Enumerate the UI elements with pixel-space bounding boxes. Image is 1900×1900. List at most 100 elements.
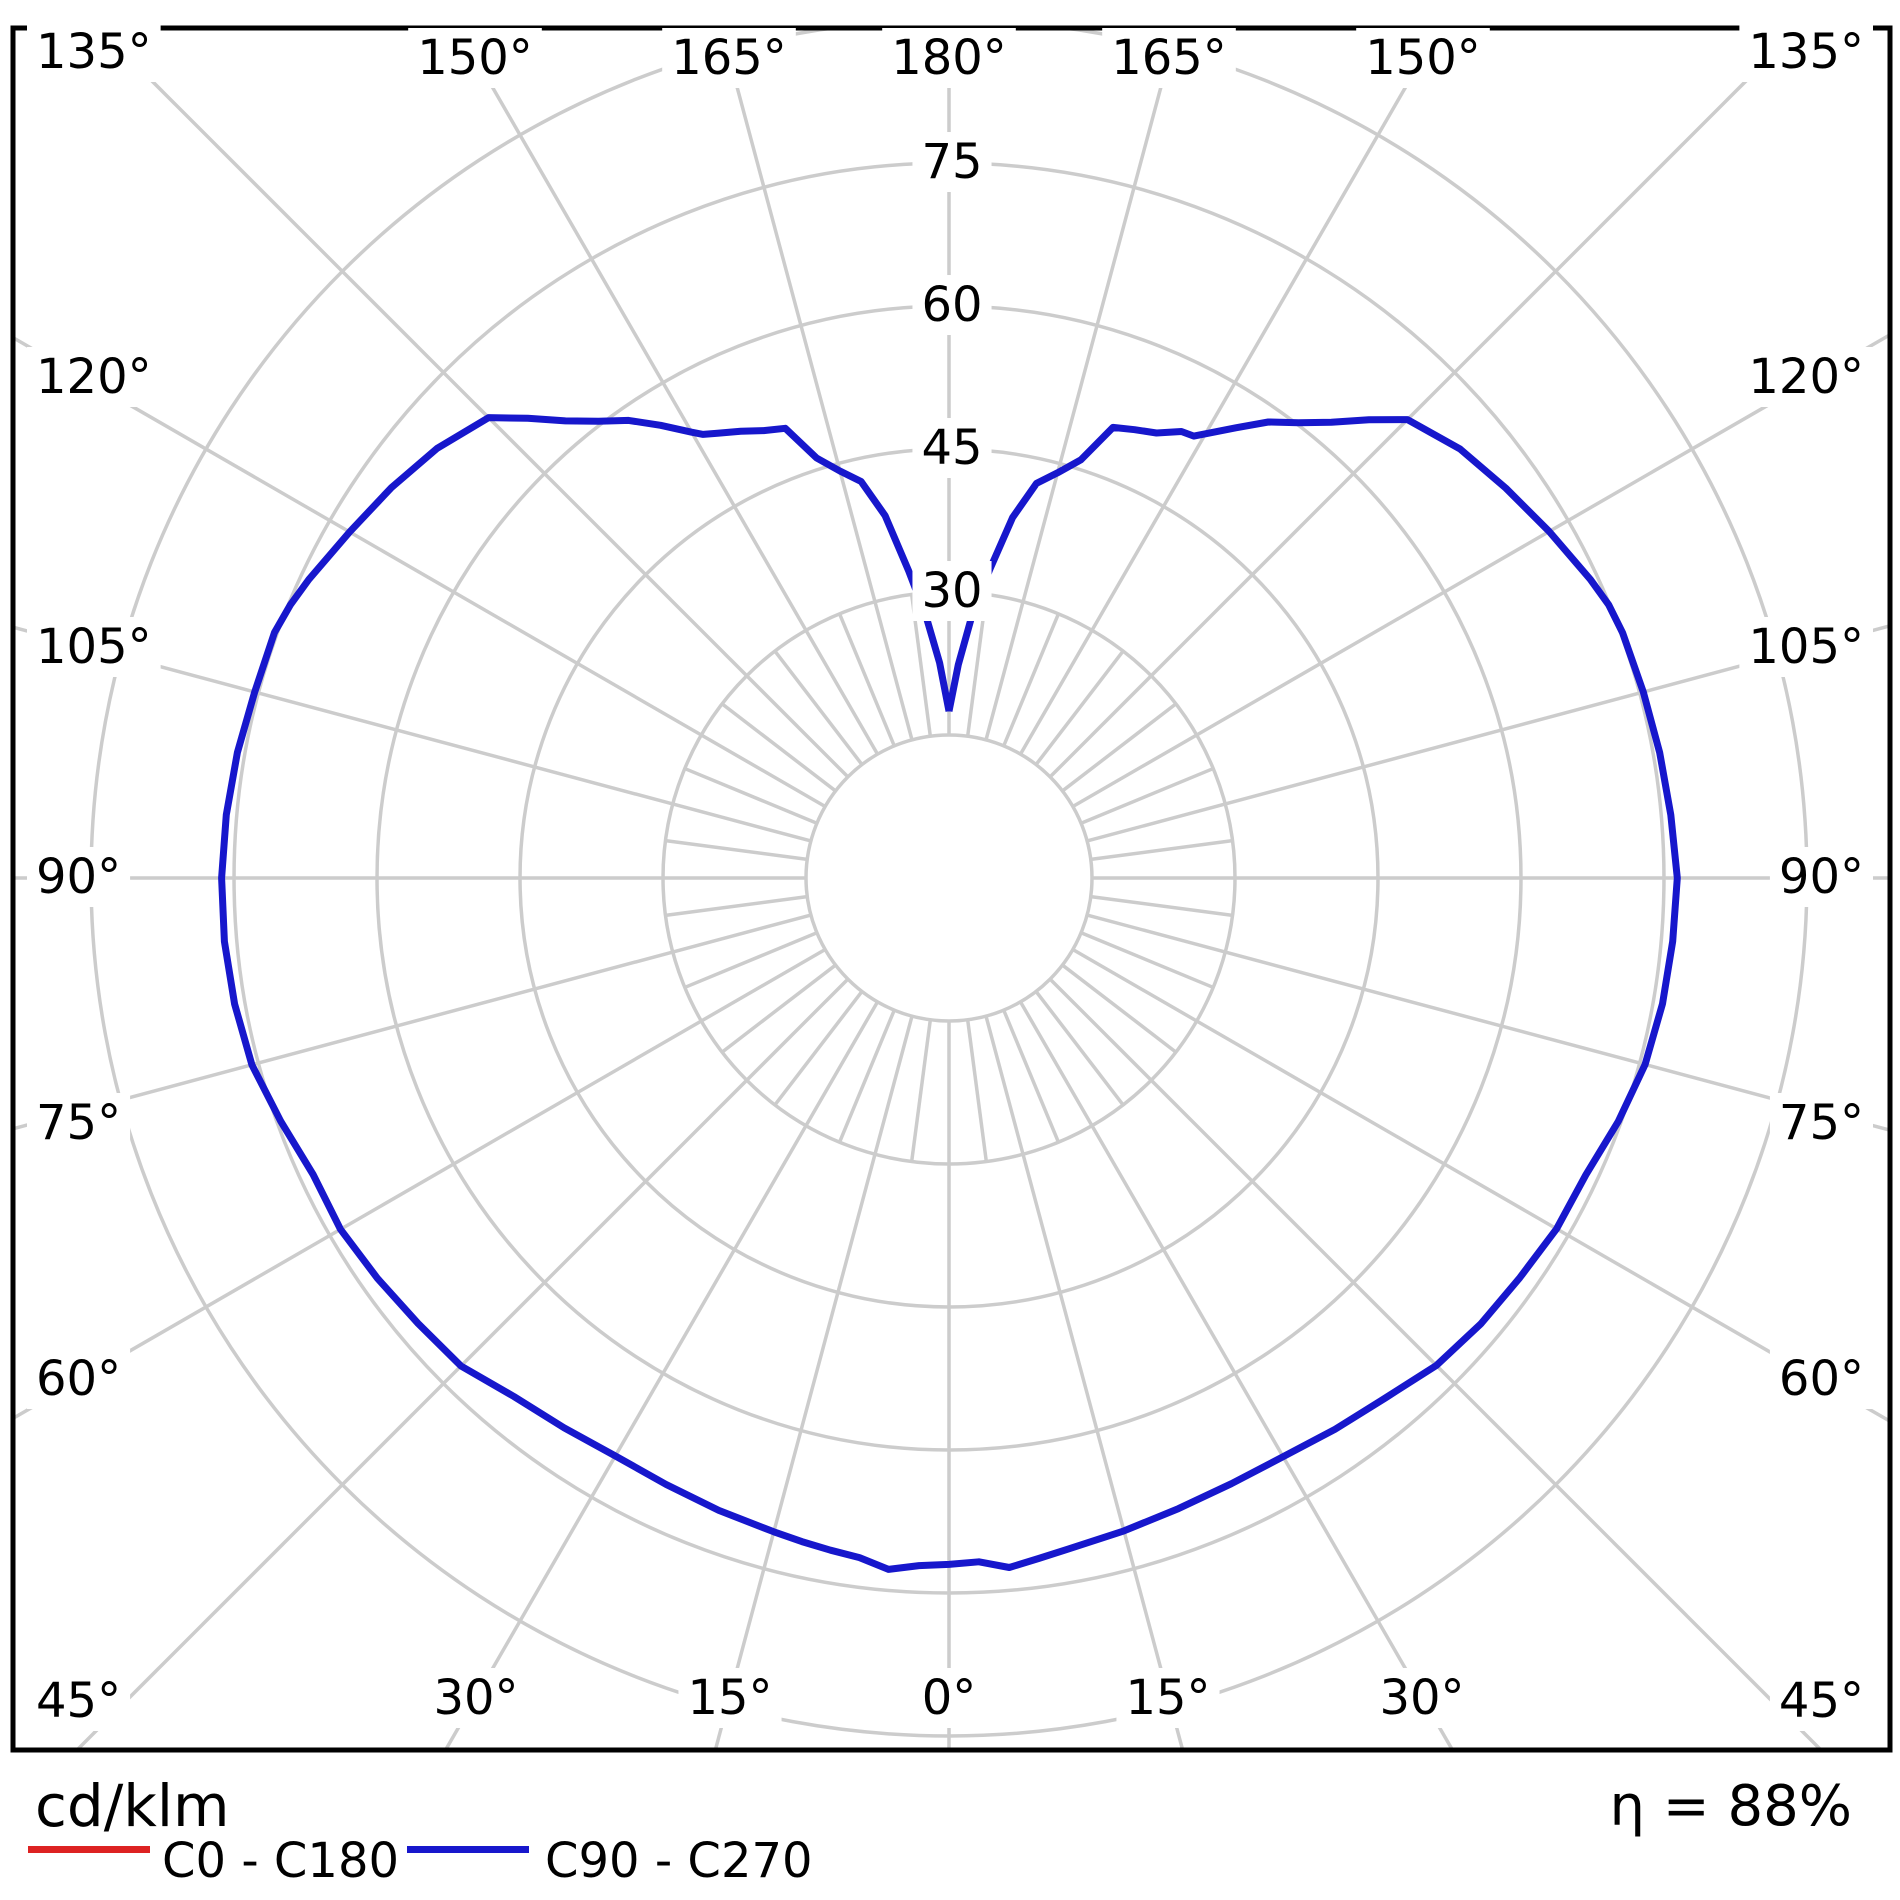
grid-radial-minor: [684, 766, 818, 825]
grid-radial-minor: [721, 702, 837, 793]
angle-label-90: 90°: [36, 849, 121, 905]
grid-radial-minor: [1090, 894, 1233, 918]
grid-radial-minor: [1061, 702, 1177, 793]
angle-label-75: 75°: [1779, 1095, 1864, 1151]
efficiency-label: η = 88%: [1609, 1774, 1852, 1839]
angle-label-75: 75°: [36, 1095, 121, 1151]
grid-radial-minor: [665, 894, 808, 918]
angle-label-165-bg: [662, 28, 796, 88]
angle-label-120-bg: [1739, 347, 1873, 407]
angle-label-0-bg: [912, 1668, 986, 1728]
grid-radial-minor: [1080, 766, 1214, 825]
grid-radial-major: [1018, 28, 1442, 756]
grid-radial-minor: [665, 838, 808, 862]
grid-radial-minor: [1034, 650, 1125, 766]
ring-label-30: 30: [921, 563, 982, 619]
grid-radial-major: [1071, 332, 1890, 809]
legend-line-c0-c180-icon: [28, 1846, 150, 1853]
angle-label-45: 45°: [1779, 1673, 1864, 1729]
angle-label-90-bg: [1769, 847, 1873, 907]
grid-radial-minor: [684, 931, 818, 990]
grid-radial-major: [456, 28, 880, 756]
grid-radial-minor: [837, 1009, 896, 1143]
angle-label-150: 150°: [417, 30, 533, 86]
angle-label-60-bg: [1769, 1349, 1873, 1409]
angle-label-165: 165°: [1111, 30, 1227, 86]
angle-label-135-bg: [1739, 22, 1873, 82]
legend-label-c0-c180: C0 - C180: [162, 1833, 400, 1889]
angle-label-105: 105°: [1748, 619, 1864, 675]
grid-radial-major: [984, 28, 1179, 741]
angle-label-45: 45°: [36, 1673, 121, 1729]
angle-label-120: 120°: [1748, 349, 1864, 405]
ring-label-75: 75: [921, 134, 982, 190]
angle-label-120-bg: [27, 347, 161, 407]
grid-radial-major: [984, 1015, 1185, 1750]
angle-label-15-bg: [1116, 1668, 1220, 1728]
angle-label-105-bg: [27, 617, 161, 677]
grid-radial-major: [1018, 1000, 1455, 1750]
grid-radial-major: [443, 1000, 880, 1750]
angle-label-75-bg: [27, 1093, 131, 1153]
angle-label-135: 135°: [1748, 24, 1864, 80]
grid-radial-major: [13, 913, 812, 1131]
angle-label-90: 90°: [1779, 849, 1864, 905]
ring-label-30-bg: [912, 561, 992, 622]
grid-radial-major: [13, 947, 827, 1421]
grid-radial-minor: [1061, 963, 1177, 1054]
grid-radial-minor: [1080, 931, 1214, 990]
angle-label-135: 135°: [36, 24, 152, 80]
ring-label-75-bg: [912, 132, 992, 193]
angle-label-0: 0°: [922, 1670, 977, 1726]
angle-label-165-bg: [1102, 28, 1236, 88]
angle-label-90-bg: [27, 847, 131, 907]
grid-radial-major: [719, 28, 914, 741]
angle-label-180: 180°: [891, 30, 1007, 86]
grid-radial-major: [1086, 624, 1890, 843]
legend-label-c90-c270: C90 - C270: [545, 1833, 813, 1889]
angle-label-30-bg: [424, 1668, 528, 1728]
angle-label-45-bg: [27, 1671, 131, 1731]
angle-label-60-bg: [27, 1349, 131, 1409]
grid-radial-major: [13, 625, 812, 843]
angle-label-105-bg: [1739, 617, 1873, 677]
angle-label-75-bg: [1769, 1093, 1873, 1153]
grid-radial-major: [1071, 947, 1890, 1424]
curve-c90-c270: [218, 414, 1681, 1573]
legend-line-c90-c270-icon: [407, 1846, 529, 1853]
grid-radial-minor: [773, 990, 864, 1106]
angle-label-105: 105°: [36, 619, 152, 675]
angle-label-15: 15°: [687, 1670, 772, 1726]
grid-radial-minor: [1002, 1009, 1061, 1143]
angle-label-60: 60°: [36, 1351, 121, 1407]
angle-label-150-bg: [1356, 28, 1490, 88]
grid-radial-major: [13, 335, 827, 809]
grid-radial-minor: [721, 963, 837, 1054]
angle-label-15: 15°: [1125, 1670, 1210, 1726]
unit-label: cd/klm: [35, 1772, 230, 1840]
grid-radial-major: [1086, 913, 1890, 1132]
angle-label-120: 120°: [36, 349, 152, 405]
grid-radial-minor: [837, 613, 896, 747]
angle-label-30: 30°: [433, 1670, 518, 1726]
angle-label-15-bg: [678, 1668, 782, 1728]
grid-radial-minor: [1034, 990, 1125, 1106]
grid-radial-minor: [773, 650, 864, 766]
ring-label-60-bg: [912, 275, 992, 336]
grid-radial-minor: [965, 1019, 989, 1162]
grid-radial-minor: [1090, 838, 1233, 862]
grid-radial-major: [713, 1015, 914, 1750]
angle-label-30: 30°: [1379, 1670, 1464, 1726]
axis-labels: 180° 165° 165° 150° 150° 135° 135° 120° 120° 105°…: [27, 22, 1873, 1731]
grid-radial-minor: [909, 1019, 933, 1162]
angle-label-150-bg: [408, 28, 542, 88]
angle-label-45-bg: [1769, 1671, 1873, 1731]
angle-label-135-bg: [27, 22, 161, 82]
angle-label-180-bg: [882, 28, 1016, 88]
angle-label-60: 60°: [1779, 1351, 1864, 1407]
angle-label-165: 165°: [671, 30, 787, 86]
angle-label-150: 150°: [1365, 30, 1481, 86]
grid-radial-minor: [1002, 613, 1061, 747]
